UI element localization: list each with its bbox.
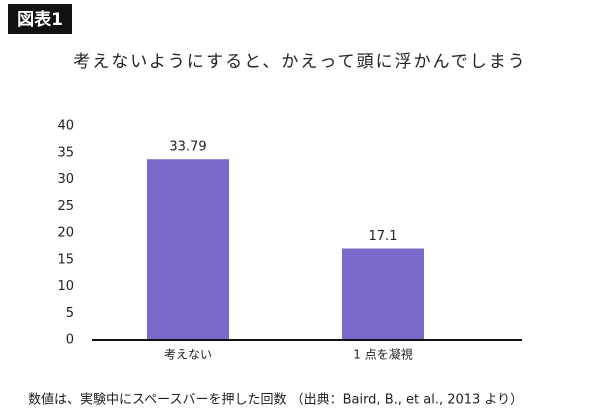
y-tick-label: 30 [57, 172, 74, 187]
y-tick-label: 20 [57, 226, 74, 241]
y-tick-label: 40 [57, 119, 74, 134]
y-tick-label: 25 [57, 199, 74, 214]
x-tick-label: 1 点を凝視 [353, 347, 412, 362]
data-label: 17.1 [369, 229, 398, 244]
y-tick-label: 35 [57, 145, 74, 160]
badge-box [8, 4, 72, 34]
bar [147, 159, 229, 340]
y-tick-label: 0 [66, 333, 74, 348]
y-tick-label: 5 [66, 306, 74, 321]
y-tick-label: 15 [57, 252, 74, 267]
chart-title: 考えないようにすると、かえって頭に浮かんでしまう [73, 52, 526, 72]
y-tick-label: 10 [57, 279, 74, 294]
bar [342, 248, 424, 340]
x-tick-label: 考えない [164, 348, 212, 362]
note: 数値は、実験中にスペースバーを押した回数 （出典：Baird, B., et a… [28, 392, 523, 408]
data-label: 33.79 [169, 140, 206, 155]
badge: 図表1 [17, 9, 63, 30]
